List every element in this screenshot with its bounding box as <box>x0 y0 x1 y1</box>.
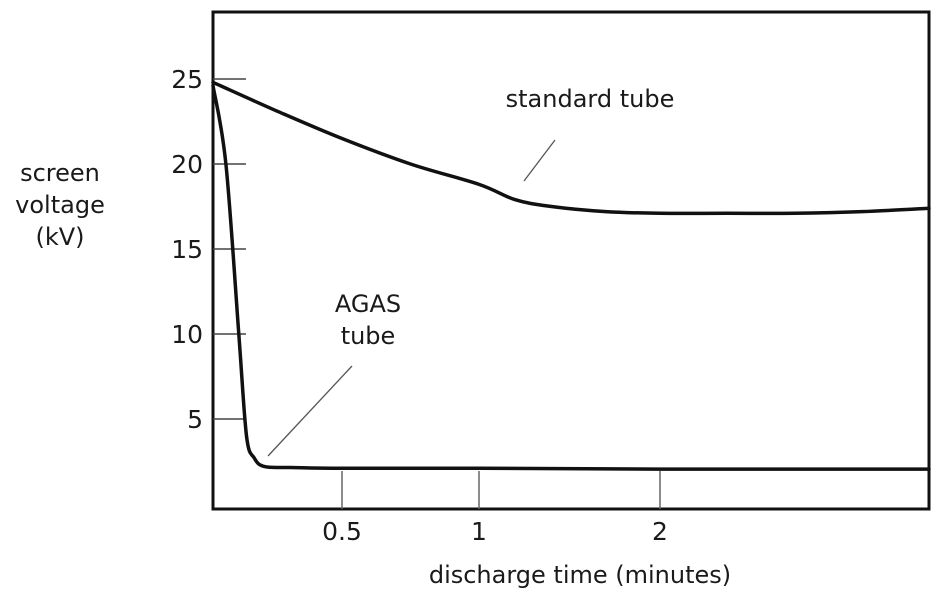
y-tick-label: 20 <box>171 150 203 179</box>
series-line-agas-tube <box>211 84 931 471</box>
y-axis: 5 10 15 20 25 <box>171 65 246 434</box>
annotation-label: tube <box>341 322 396 350</box>
x-tick-label: 1 <box>471 517 487 546</box>
y-axis-label-line-2: voltage <box>15 191 105 219</box>
y-tick-label: 15 <box>171 235 203 264</box>
y-axis-label-line-3: (kV) <box>35 223 84 251</box>
plot-frame <box>211 10 931 511</box>
annotations: standard tube AGAS tube <box>267 85 675 457</box>
annotation-label: AGAS <box>335 290 401 318</box>
series-line-standard-tube <box>211 80 931 216</box>
y-tick-label: 10 <box>171 320 203 349</box>
annotation-leader-line <box>267 365 353 457</box>
x-tick-label: 2 <box>652 517 668 546</box>
x-axis: 0.5 1 2 <box>322 471 668 546</box>
annotation-label: standard tube <box>506 85 675 113</box>
y-tick-label: 25 <box>171 65 203 94</box>
x-axis-label: discharge time (minutes) <box>429 561 731 589</box>
series-layer <box>211 80 931 471</box>
annotation-leader-line <box>523 139 556 182</box>
y-tick-label: 5 <box>187 405 203 434</box>
x-tick-label: 0.5 <box>322 517 362 546</box>
y-axis-label-line-1: screen <box>20 159 100 187</box>
